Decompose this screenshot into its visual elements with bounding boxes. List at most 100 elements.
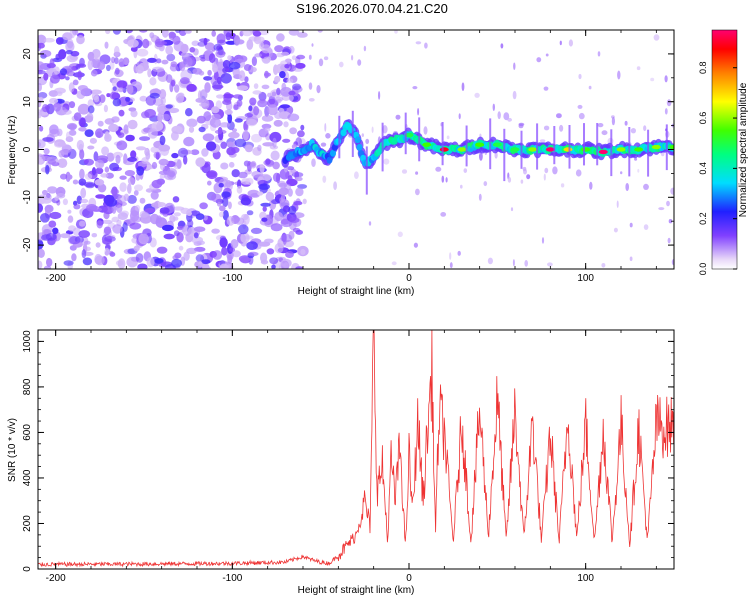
spectrogram-cell — [435, 166, 442, 172]
spectrogram-cell — [159, 207, 170, 214]
spectrogram-cell — [101, 146, 110, 156]
spectrogram-cell — [237, 85, 249, 91]
spectrogram-cell — [130, 150, 137, 159]
spectrogram-cell — [219, 263, 229, 269]
y-tick-label: 800 — [22, 378, 33, 395]
spectrogram-cell — [161, 113, 171, 121]
ridge-streak — [536, 123, 539, 170]
spectrogram-cell — [520, 179, 524, 184]
spectrogram-cell — [86, 112, 94, 122]
spectrogram-cell — [139, 197, 146, 204]
spectrogram-x-axis-label: Height of straight line (km) — [298, 286, 415, 297]
ridge-streak — [365, 146, 368, 195]
spectrogram-cell — [276, 172, 281, 184]
spectrogram-cell — [222, 59, 231, 69]
spectrogram-cell — [108, 123, 119, 133]
spectrogram-cell — [87, 105, 95, 114]
spectrogram-cell — [188, 126, 195, 133]
spectrogram-cell — [232, 94, 243, 99]
spectrogram-cell — [190, 149, 200, 156]
spectrogram-cell — [279, 71, 286, 79]
spectrogram-cell — [80, 187, 87, 199]
spectrogram-cell — [539, 139, 546, 143]
spectrogram-y-axis-label: Frequency (Hz) — [7, 116, 18, 185]
spectrogram-cell — [42, 104, 49, 113]
spectrogram-cell — [201, 259, 211, 265]
spectrogram-cell — [183, 136, 195, 147]
spectrogram-cell — [83, 181, 96, 187]
spectrogram-cell — [543, 86, 549, 91]
spectrogram-cell — [295, 187, 304, 197]
spectrogram-cell — [49, 128, 60, 138]
spectrogram-cell — [261, 115, 274, 122]
spectrogram-cell — [191, 236, 204, 244]
spectrogram-cell — [198, 126, 206, 133]
spectrogram-cell — [274, 243, 284, 254]
spectrogram-cell — [135, 65, 145, 74]
spectrogram-cell — [180, 52, 189, 58]
spectrogram-cell — [61, 144, 72, 154]
ridge-hotspot — [492, 142, 502, 147]
spectrogram-cell — [281, 51, 290, 56]
snr-frame — [37, 329, 675, 570]
spectrogram-cell — [62, 198, 68, 206]
ridge-streak — [404, 112, 407, 155]
spectrogram-cell — [225, 180, 232, 188]
spectrogram-cell — [56, 192, 66, 199]
spectrogram-cell — [46, 257, 52, 266]
spectrogram-cell — [280, 258, 292, 268]
spectrogram-cell — [260, 202, 271, 207]
spectrogram-cell — [193, 232, 199, 239]
spectrogram-cell — [611, 116, 616, 126]
spectrogram-cell — [71, 253, 77, 262]
spectrogram-cell — [207, 69, 212, 76]
spectrogram-cell — [127, 39, 139, 48]
spectrogram-cell — [363, 45, 367, 52]
spectrogram-cell — [112, 86, 117, 91]
ridge-hotspot — [669, 144, 674, 150]
spectrogram-cell — [246, 39, 254, 50]
spectrogram-cell — [413, 242, 418, 248]
spectrogram-cell — [545, 53, 549, 57]
spectrogram-cell — [212, 250, 223, 260]
spectrogram-cell — [246, 241, 258, 251]
spectrogram-cell — [280, 233, 293, 243]
ridge-streak — [583, 123, 585, 166]
spectrogram-cell — [222, 210, 229, 221]
spectrogram-cell — [617, 70, 621, 80]
spectrogram-cell — [242, 129, 249, 141]
ridge-streak — [418, 117, 421, 162]
spectrogram-cell — [61, 109, 72, 115]
spectrogram-cell — [58, 49, 67, 60]
spectrogram-cell — [211, 113, 221, 121]
spectrogram-cell — [43, 72, 49, 81]
spectrogram-cell — [248, 251, 259, 257]
spectrogram-cell — [325, 133, 331, 139]
spectrogram-cell — [90, 69, 98, 77]
spectrogram-cell — [153, 88, 160, 93]
spectrogram-cell — [227, 55, 232, 61]
spectrogram-cell — [478, 193, 482, 201]
spectrogram-cell — [168, 31, 176, 39]
colorbar-ticks: 0.0 0.2 0.4 0.6 0.8 — [698, 61, 737, 275]
spectrogram-cell — [135, 253, 144, 263]
spectrogram-cell — [68, 123, 77, 131]
spectrogram-cell — [38, 109, 42, 119]
spectrogram-cell — [279, 104, 291, 109]
ridge-core — [330, 149, 336, 157]
spectrogram-cell — [175, 93, 185, 104]
spectrogram-cell — [258, 41, 264, 50]
ridge-hotspot — [651, 144, 661, 150]
spectrogram-cell — [164, 171, 177, 181]
spectrogram-cell — [86, 204, 98, 212]
spectrogram-cell — [60, 173, 68, 180]
spectrogram-cell — [53, 102, 61, 112]
spectrogram-cell — [597, 123, 604, 128]
snr-y-axis-label: SNR (10 * v/v) — [7, 418, 18, 482]
colorbar: 0.0 0.2 0.4 0.6 0.8 Normalized spectral ampl… — [698, 29, 749, 275]
spectrogram-cell — [544, 167, 549, 174]
spectrogram-cell — [152, 66, 165, 73]
colorbar-tick-label: 0.0 — [698, 263, 708, 276]
spectrogram-cell — [77, 103, 90, 115]
spectrogram-cell — [65, 50, 73, 55]
